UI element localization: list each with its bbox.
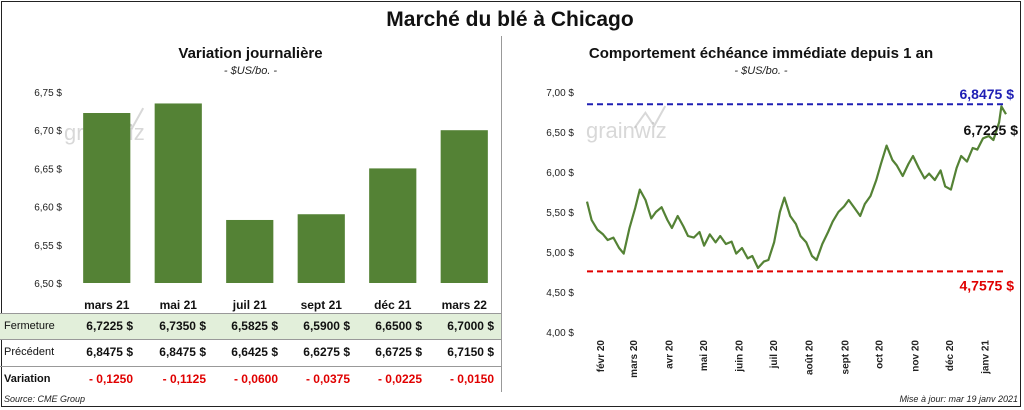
variation-value-mars22: - 0,0150	[449, 372, 494, 386]
right-chart-unit: - $US/bo. -	[734, 65, 788, 77]
watermark-logo: grainwiz	[586, 105, 667, 143]
previous-value-juil21: 6,6425 $	[231, 345, 278, 359]
x-tick-label: déc 21	[374, 298, 412, 312]
x-tick-label: mai 20	[699, 340, 710, 372]
x-tick-label: juil 20	[769, 340, 780, 370]
bar-chart: grainwiz 6,50 $6,55 $6,60 $6,65 $6,70 $6…	[34, 88, 488, 312]
y-tick-label: 6,50 $	[34, 279, 62, 290]
source-note: Source: CME Group	[4, 394, 86, 404]
close-value-dec21: 6,6500 $	[375, 319, 422, 333]
bar	[83, 113, 131, 283]
x-tick-label: juil 21	[232, 298, 267, 312]
variation-value-dec21: - 0,0225	[377, 372, 422, 386]
bar	[226, 219, 274, 283]
x-tick-label: janv 21	[980, 340, 991, 375]
watermark-text: grainwiz	[586, 118, 667, 143]
update-note: Mise à jour: mar 19 janv 2021	[899, 394, 1018, 404]
x-tick-label: avr 20	[665, 340, 676, 369]
previous-value-sept21: 6,6275 $	[303, 345, 350, 359]
y-tick-label: 6,70 $	[34, 126, 62, 137]
y-tick-label: 4,00 $	[546, 328, 574, 339]
y-tick-label: 6,00 $	[546, 168, 574, 179]
x-tick-label: juin 20	[735, 340, 746, 373]
high-value-label: 6,8475 $	[960, 86, 1015, 102]
left-chart-unit: - $US/bo. -	[223, 65, 278, 77]
last-value-label: 6,7225 $	[964, 122, 1019, 138]
bar	[297, 214, 345, 283]
y-tick-label: 7,00 $	[546, 88, 574, 99]
x-tick-label: déc 20	[945, 340, 956, 372]
close-value-mars21: 6,7225 $	[86, 319, 133, 333]
x-tick-label: mars 20	[629, 340, 640, 378]
variation-row: Variation - 0,1250 - 0,1125 - 0,0600 - 0…	[0, 366, 501, 392]
x-tick-label: mars 22	[442, 298, 488, 312]
bar	[154, 103, 202, 284]
x-tick-label: sept 20	[840, 340, 851, 375]
x-tick-label: mars 21	[84, 298, 130, 312]
x-tick-label: mai 21	[160, 298, 198, 312]
x-tick-label: sept 21	[301, 298, 343, 312]
close-row: Fermeture 6,7225 $ 6,7350 $ 6,5825 $ 6,5…	[0, 313, 501, 340]
previous-row: Précédent 6,8475 $ 6,8475 $ 6,6425 $ 6,6…	[0, 340, 501, 365]
x-tick-label: oct 20	[875, 340, 886, 369]
watermark-swoosh	[633, 105, 667, 129]
previous-value-mars21: 6,8475 $	[86, 345, 133, 359]
right-chart-title: Comportement échéance immédiate depuis 1…	[588, 45, 934, 62]
y-tick-label: 6,60 $	[34, 203, 62, 214]
x-tick-label: nov 20	[910, 340, 921, 372]
y-tick-label: 6,55 $	[34, 241, 62, 252]
y-tick-label: 6,75 $	[34, 88, 62, 99]
low-value-label: 4,7575 $	[960, 277, 1015, 293]
close-value-mai21: 6,7350 $	[159, 319, 206, 333]
variation-value-mai21: - 0,1125	[162, 372, 206, 386]
y-tick-label: 5,50 $	[546, 208, 574, 219]
y-tick-label: 5,00 $	[546, 248, 574, 259]
line-chart: grainwiz 4,00 $ 4,50 $ 5,00 $ 5,50 $ 6,00 $ 6…	[546, 86, 1019, 378]
bar	[440, 130, 488, 283]
close-row-label: Fermeture	[4, 320, 55, 332]
variation-value-juil21: - 0,0600	[233, 372, 278, 386]
variation-value-mars21: - 0,1250	[88, 372, 133, 386]
y-tick-label: 6,50 $	[546, 128, 574, 139]
y-tick-label: 6,65 $	[34, 164, 62, 175]
bar	[369, 168, 417, 283]
variation-row-label: Variation	[4, 373, 51, 385]
panel-divider	[501, 36, 502, 392]
previous-value-dec21: 6,6725 $	[375, 345, 422, 359]
left-chart-title: Variation journalière	[178, 45, 323, 62]
previous-row-label: Précédent	[4, 346, 55, 358]
variation-value-sept21: - 0,0375	[305, 372, 350, 386]
previous-value-mai21: 6,8475 $	[159, 345, 206, 359]
close-value-mars22: 6,7000 $	[447, 319, 494, 333]
x-tick-label: août 20	[805, 340, 816, 375]
price-line	[585, 105, 1007, 270]
close-value-sept21: 6,5900 $	[303, 319, 350, 333]
previous-value-mars22: 6,7150 $	[447, 345, 494, 359]
x-tick-label: févr 20	[596, 340, 607, 373]
y-tick-label: 4,50 $	[546, 288, 574, 299]
main-title: Marché du blé à Chicago	[386, 8, 634, 31]
close-value-juil21: 6,5825 $	[231, 319, 278, 333]
